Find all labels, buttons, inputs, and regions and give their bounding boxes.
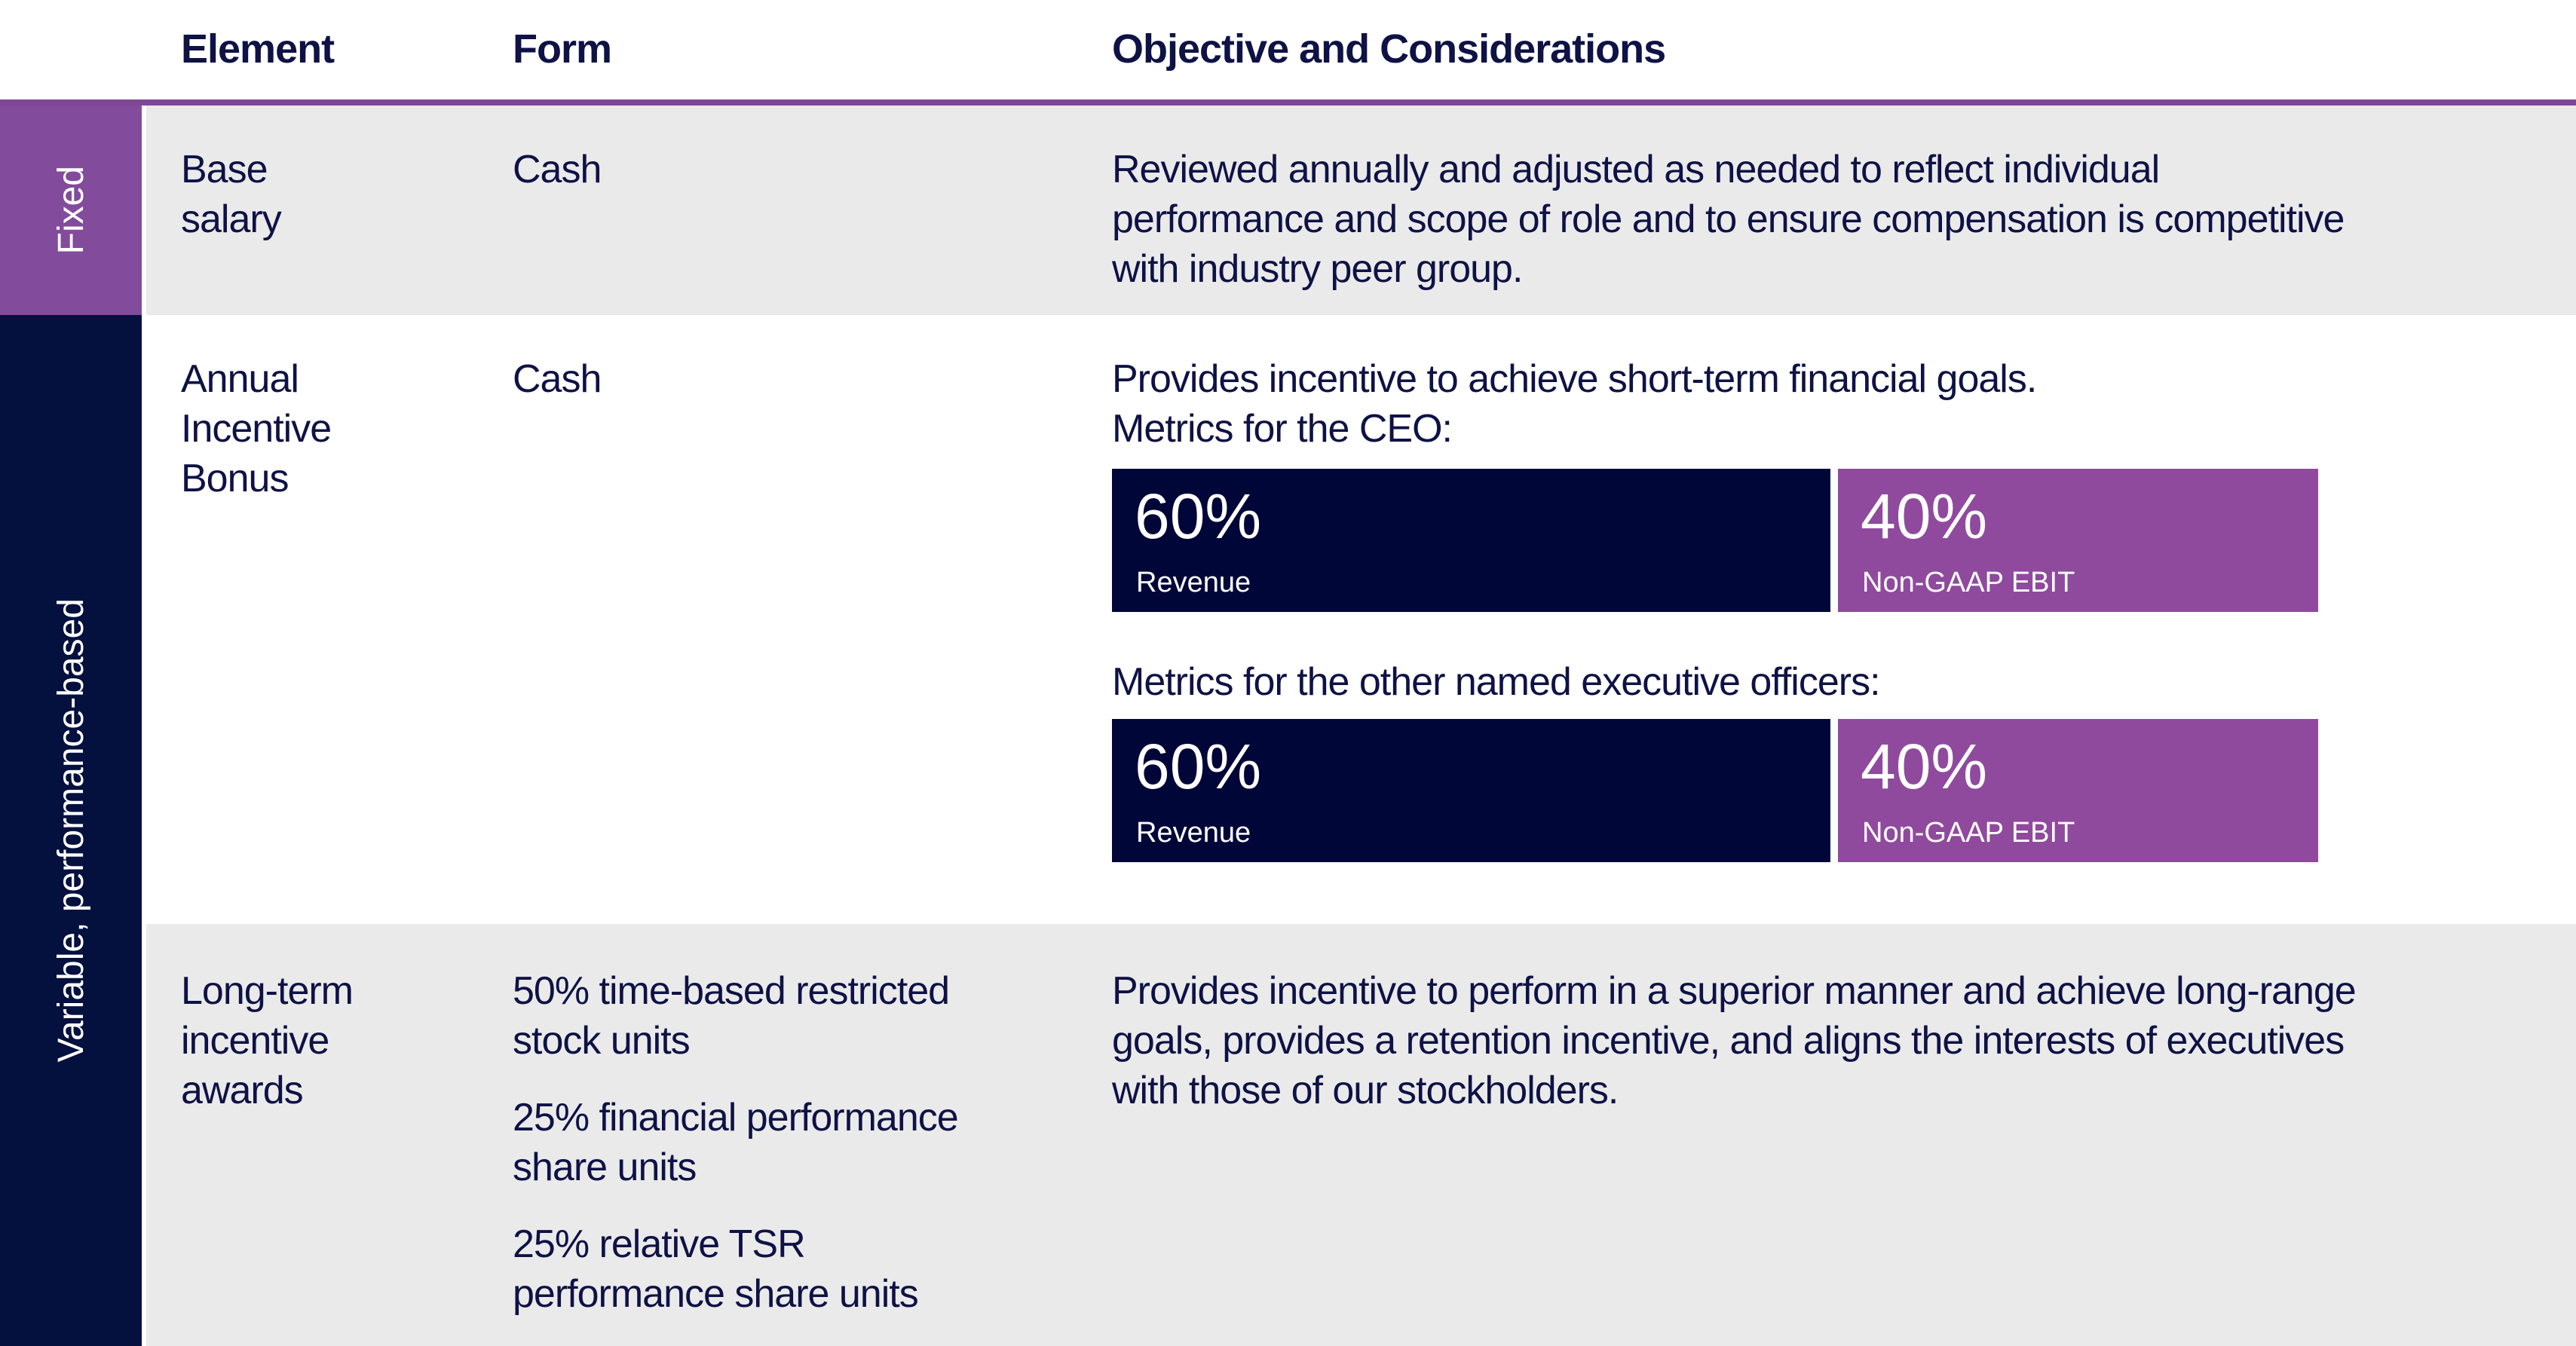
neo-metrics-bar: 60% Revenue 40% Non-GAAP EBIT (1112, 719, 2318, 862)
column-header-objective: Objective and Considerations (1112, 26, 1666, 72)
ceo-revenue-label: Revenue (1136, 567, 1251, 598)
header-divider-rule (0, 99, 2576, 106)
neo-revenue-percent: 60% (1135, 731, 1262, 802)
group-label-variable: Variable, performance-based (51, 598, 91, 1063)
column-header-form: Form (513, 26, 612, 72)
ceo-ebit-label: Non-GAAP EBIT (1862, 567, 2075, 598)
cell-form-base-salary: Cash (513, 148, 602, 191)
neo-ebit-label: Non-GAAP EBIT (1862, 817, 2075, 849)
cell-element-annual-incentive-bonus: Annual Incentive Bonus (181, 357, 332, 500)
cell-objective-annual-incentive-bonus: Provides incentive to achieve short-term… (1112, 354, 2363, 862)
table-row-long-term-incentive: Long-term incentive awards 50% time-base… (146, 924, 2576, 1346)
cell-form-long-term-incentive: 50% time-based restricted stock units 25… (513, 966, 965, 1346)
ceo-ebit-percent: 40% (1861, 481, 1988, 552)
ceo-metrics-heading: Metrics for the CEO: (1112, 407, 1453, 451)
ceo-ebit-segment: 40% Non-GAAP EBIT (1838, 469, 2318, 612)
cell-element-base-salary: Base salary (181, 148, 282, 241)
ceo-revenue-segment: 60% Revenue (1112, 469, 1830, 612)
form-item-financial-psu: 25% financial performance share units (513, 1096, 959, 1189)
neo-ebit-segment: 40% Non-GAAP EBIT (1838, 719, 2318, 862)
group-label-fixed: Fixed (51, 166, 91, 255)
cell-objective-base-salary: Reviewed annually and adjusted as needed… (1112, 148, 2345, 291)
ceo-revenue-percent: 60% (1135, 481, 1262, 552)
neo-metrics-heading: Metrics for the other named executive of… (1112, 660, 1881, 704)
group-strip-variable: Variable, performance-based (0, 315, 142, 1346)
form-item-tsr-psu: 25% relative TSR performance share units (513, 1222, 919, 1316)
table-row-base-salary: Base salary Cash Reviewed annually and a… (146, 106, 2576, 315)
neo-revenue-segment: 60% Revenue (1112, 719, 1830, 862)
cell-element-long-term-incentive: Long-term incentive awards (181, 969, 354, 1112)
form-item-rsu: 50% time-based restricted stock units (513, 969, 950, 1063)
neo-revenue-label: Revenue (1136, 817, 1251, 849)
objective-intro-text: Provides incentive to achieve short-term… (1112, 357, 2037, 401)
group-strip-fixed: Fixed (0, 106, 142, 315)
column-header-element: Element (181, 26, 335, 72)
table-row-annual-incentive-bonus: Annual Incentive Bonus Cash Provides inc… (146, 315, 2576, 924)
neo-ebit-percent: 40% (1861, 731, 1988, 802)
table-header-row: Element Form Objective and Consideration… (0, 0, 2576, 99)
cell-objective-long-term-incentive: Provides incentive to perform in a super… (1112, 969, 2357, 1112)
cell-form-annual-incentive-bonus: Cash (513, 357, 602, 401)
ceo-metrics-bar: 60% Revenue 40% Non-GAAP EBIT (1112, 469, 2318, 612)
